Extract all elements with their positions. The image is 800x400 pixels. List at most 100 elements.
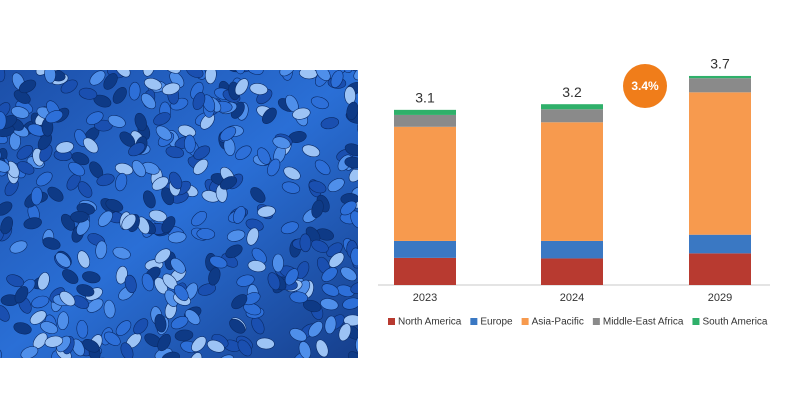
pellet [9,240,28,254]
pellet [112,87,127,104]
bar-segment [541,240,603,259]
chart: 3.1 2023 3.2 2024 3.7 2029 3.4% North America Eu… [388,56,768,328]
pellet [247,260,267,273]
pellet [14,286,29,304]
pellet [55,252,71,268]
pellet [189,352,203,358]
pellet [16,161,35,175]
pellet [86,298,104,313]
pellet [71,152,90,166]
pellet [36,171,53,187]
pellet [40,321,58,334]
x-tick-label: 2029 [708,292,732,304]
pellet [133,318,149,335]
pellet [23,217,42,230]
total-label: 3.7 [710,56,730,72]
pellet [45,110,64,124]
pellet [299,233,312,253]
pellet [161,82,181,95]
pellet [235,145,252,160]
pellet [0,70,6,83]
pellet [315,70,331,81]
pellet [131,160,146,178]
pellet [193,158,209,175]
pellet [144,77,163,91]
pellet [272,136,291,149]
legend-swatch [521,318,529,325]
pellet [82,338,100,353]
pellet [234,70,246,75]
pellet [209,255,228,269]
bar-segment [689,92,751,235]
pellet [134,112,147,132]
pellet [344,156,358,169]
pellet [229,318,246,334]
bar-segment [394,257,456,285]
pellet [327,178,345,193]
pellet [314,159,331,176]
pellet [0,305,10,322]
pellet [31,295,50,309]
pellet [121,213,137,231]
pellet [320,117,340,130]
pellet [13,322,32,335]
pellet [169,171,183,190]
x-tick-label: 2024 [560,292,584,304]
pellet [289,328,307,342]
pellet [153,112,171,126]
pellet [105,199,124,212]
pellet [70,211,89,223]
pellet [233,70,250,73]
pellet [343,314,358,327]
pellet [0,102,11,119]
legend-swatch [388,318,395,325]
pellet [103,73,118,90]
pellet [112,246,131,260]
pellet [321,283,340,297]
pellet [249,83,268,95]
pellet [161,351,180,358]
pellet [344,143,358,156]
pellet [204,70,217,85]
pellet [289,291,308,304]
pellet [124,274,137,294]
pellet [6,274,25,288]
pellet [355,335,358,355]
bar-segment [541,109,603,123]
pellet [98,210,113,227]
pellet [115,320,132,336]
pellet [346,101,358,121]
pellet [151,176,169,191]
pellet [267,158,281,177]
pellet [154,248,171,264]
pellet [340,200,357,216]
pellet [115,70,131,78]
pellet [68,161,85,177]
pellet [177,124,196,138]
pellet-texture [0,70,358,358]
pellet [280,221,299,235]
pellet [202,94,216,113]
pellet [161,216,176,234]
pellet [284,268,299,286]
pellet [267,272,281,291]
pellet [191,336,207,352]
pellet [237,339,252,357]
pellet [353,70,358,81]
pellet [78,87,98,100]
pellet [283,166,301,181]
pellet [302,144,321,158]
pellet [197,283,216,296]
pellet [191,211,207,227]
pellet [256,337,275,350]
bar-segment [689,75,751,79]
pellet [233,206,246,224]
pellet [44,70,56,84]
pellet [315,339,329,358]
total-label: 3.2 [562,84,582,100]
pellet [60,79,78,94]
pellet [128,81,141,101]
pellet [257,147,271,165]
pellet [103,299,116,319]
pellet [296,261,310,279]
